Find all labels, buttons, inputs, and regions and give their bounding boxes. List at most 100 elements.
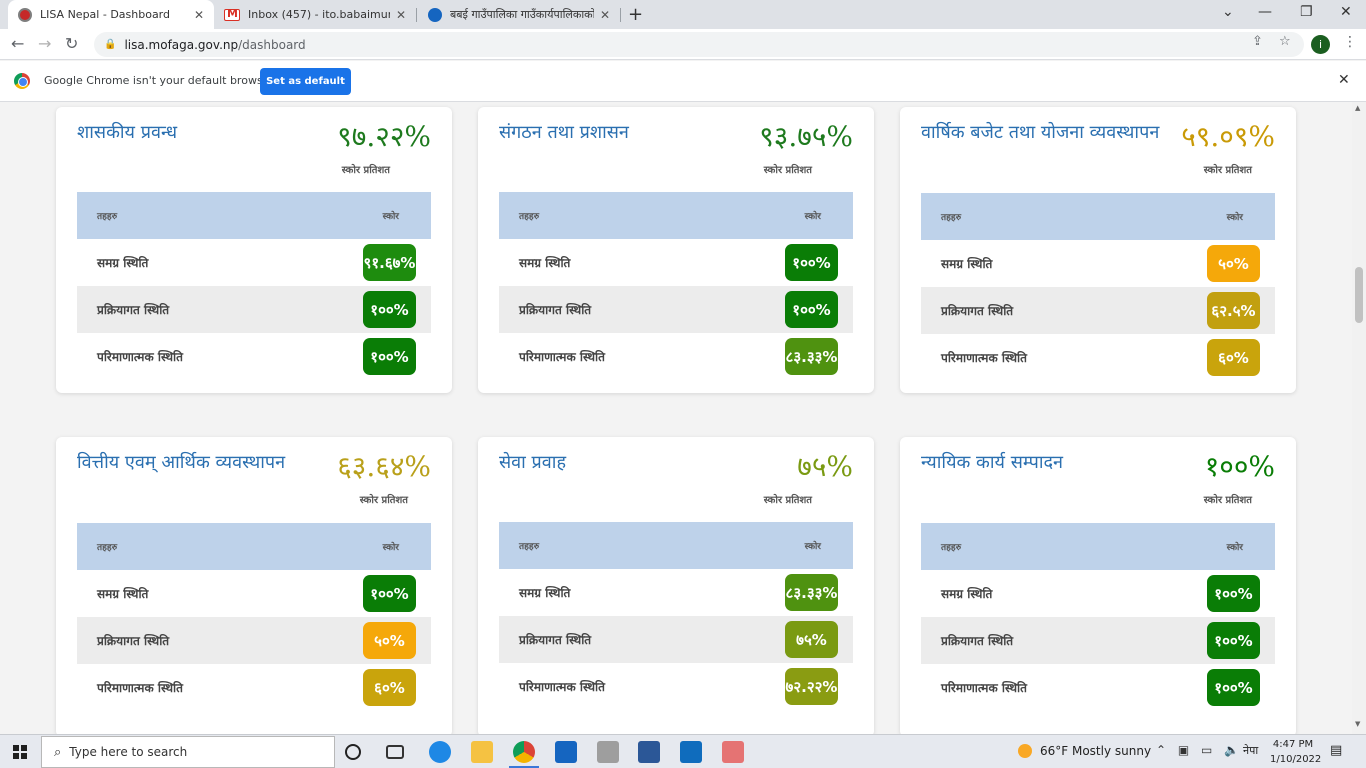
scroll-down-arrow-icon[interactable]: ▼: [1355, 720, 1361, 728]
browser-toolbar: ← → ↻ 🔒 lisa.mofaga.gov.np /dashboard ⇪ …: [0, 29, 1366, 60]
score-badge: १००%: [363, 575, 416, 612]
tab-babai-municipality[interactable]: बबई गाउँपालिका गाउँकार्यपालिकाको ✕: [418, 0, 620, 29]
table-row: समग्र स्थिति ९१.६७%: [77, 239, 431, 286]
score-percent-label: स्कोर प्रतिशत: [341, 165, 390, 176]
row-label: परिमाणात्मक स्थिति: [519, 350, 605, 364]
score-table: तहहरु स्कोर समग्र स्थिति ८३.३३% प्रक्रियागत …: [499, 522, 853, 710]
header-levels: तहहरु: [941, 543, 962, 553]
header-score: स्कोर: [382, 212, 399, 222]
header-levels: तहहरु: [519, 212, 540, 222]
file-explorer-icon[interactable]: [471, 741, 493, 763]
scrollbar-thumb[interactable]: [1355, 267, 1363, 323]
dashboard-page: शासकीय प्रवन्ध ९७.२२% स्कोर प्रतिशत तहहरु स्…: [0, 102, 1352, 734]
card-title: न्यायिक कार्य सम्पादन: [921, 452, 1064, 473]
table-row: परिमाणात्मक स्थिति ८३.३३%: [499, 333, 853, 380]
row-label: समग्र स्थिति: [941, 257, 993, 271]
row-label: परिमाणात्मक स्थिति: [519, 680, 605, 694]
lock-icon: 🔒: [104, 39, 117, 50]
tab-title: Inbox (457) - ito.babaimun@gma: [248, 8, 390, 21]
score-badge: १००%: [1207, 575, 1260, 612]
system-tray-icons[interactable]: ⌃ ▣ ▭ 🔈: [1156, 743, 1244, 757]
score-badge: ६०%: [1207, 339, 1260, 376]
score-badge: १००%: [363, 291, 416, 328]
row-label: समग्र स्थिति: [97, 587, 149, 601]
profile-avatar[interactable]: i: [1311, 35, 1330, 54]
forward-arrow-icon[interactable]: →: [38, 34, 52, 53]
header-levels: तहहरु: [97, 543, 118, 553]
edge-browser-icon[interactable]: [429, 741, 451, 763]
table-row: प्रक्रियागत स्थिति ७५%: [499, 616, 853, 663]
header-score: स्कोर: [804, 542, 821, 552]
table-row: प्रक्रियागत स्थिति १००%: [499, 286, 853, 333]
score-badge: ७२.२२%: [785, 668, 838, 705]
share-icon[interactable]: ⇪: [1252, 34, 1263, 49]
close-icon[interactable]: ✕: [395, 7, 406, 22]
taskbar-clock[interactable]: 4:47 PM 1/10/2022: [1270, 737, 1321, 767]
close-window-icon[interactable]: ✕: [1340, 4, 1352, 20]
scroll-up-arrow-icon[interactable]: ▲: [1355, 104, 1361, 112]
page-scrollbar[interactable]: ▲ ▼: [1352, 102, 1366, 734]
score-badge: ५०%: [1207, 245, 1260, 282]
tab-lisa-dashboard[interactable]: LISA Nepal - Dashboard ✕: [8, 0, 214, 29]
header-score: स्कोर: [1226, 543, 1243, 553]
row-label: समग्र स्थिति: [519, 256, 571, 270]
set-as-default-button[interactable]: Set as default: [260, 68, 351, 95]
tab-gmail-inbox[interactable]: Inbox (457) - ito.babaimun@gma ✕: [214, 0, 416, 29]
reload-icon[interactable]: ↻: [65, 34, 79, 53]
card-title: वार्षिक बजेट तथा योजना व्यवस्थापन: [921, 122, 1160, 143]
word-icon[interactable]: [638, 741, 660, 763]
bookmark-star-icon[interactable]: ☆: [1279, 34, 1291, 49]
close-icon[interactable]: ✕: [1338, 72, 1350, 88]
close-icon[interactable]: ✕: [599, 7, 610, 22]
input-language[interactable]: नेपा: [1243, 744, 1259, 757]
chrome-taskbar-icon[interactable]: [513, 741, 535, 763]
search-icon: ⌕: [54, 744, 62, 760]
table-row: समग्र स्थिति १००%: [921, 570, 1275, 617]
score-card: वित्तीय एवम् आर्थिक व्यवस्थापन ६३.६४% स्को…: [56, 437, 452, 734]
search-placeholder: Type here to search: [69, 745, 188, 759]
score-table: तहहरु स्कोर समग्र स्थिति १००% प्रक्रियागत स्…: [921, 523, 1275, 711]
score-badge: ८३.३३%: [785, 574, 838, 611]
back-arrow-icon[interactable]: ←: [11, 34, 25, 53]
lisa-favicon-icon: [18, 7, 32, 22]
score-table: तहहरु स्कोर समग्र स्थिति १००% प्रक्रियागत स्…: [77, 523, 431, 711]
printer-app-icon[interactable]: [597, 741, 619, 763]
windows-start-icon[interactable]: [13, 745, 27, 759]
weather-widget[interactable]: 66°F Mostly sunny: [1018, 744, 1151, 758]
url-path: /dashboard: [238, 37, 306, 52]
pdf-app-icon[interactable]: [722, 741, 744, 763]
close-icon[interactable]: ✕: [193, 7, 204, 22]
table-row: प्रक्रियागत स्थिति १००%: [77, 286, 431, 333]
address-bar[interactable]: 🔒 lisa.mofaga.gov.np /dashboard: [94, 32, 1304, 57]
chevron-down-icon[interactable]: ⌄: [1222, 4, 1234, 20]
notification-icon[interactable]: ▤: [1330, 743, 1343, 758]
header-levels: तहहरु: [519, 542, 540, 552]
url-host: lisa.mofaga.gov.np: [124, 37, 239, 52]
score-badge: ६२.५%: [1207, 292, 1260, 329]
task-view-circle-icon[interactable]: [345, 744, 361, 760]
new-tab-plus-icon[interactable]: +: [628, 4, 644, 25]
restore-icon[interactable]: ❐: [1300, 4, 1313, 20]
task-view-icon[interactable]: [386, 745, 404, 759]
more-menu-icon[interactable]: ⋮: [1343, 34, 1357, 50]
score-badge: ९१.६७%: [363, 244, 416, 281]
table-row: परिमाणात्मक स्थिति १००%: [77, 333, 431, 380]
windows-taskbar: ⌕ Type here to search 66°F Mostly sunny …: [0, 734, 1366, 768]
sun-icon: [1018, 744, 1032, 758]
score-badge: ८३.३३%: [785, 338, 838, 375]
microsoft-store-icon[interactable]: [555, 741, 577, 763]
header-score: स्कोर: [1226, 213, 1243, 223]
score-percent-label: स्कोर प्रतिशत: [763, 495, 812, 506]
card-score-percent: १००%: [1204, 450, 1275, 483]
score-badge: १००%: [785, 291, 838, 328]
taskbar-search-input[interactable]: ⌕ Type here to search: [41, 736, 335, 768]
score-percent-label: स्कोर प्रतिशत: [359, 495, 408, 506]
card-title: वित्तीय एवम् आर्थिक व्यवस्थापन: [77, 452, 286, 473]
mail-icon[interactable]: [680, 741, 702, 763]
tab-strip: LISA Nepal - Dashboard ✕ Inbox (457) - i…: [0, 0, 1366, 29]
default-browser-infobar: Google Chrome isn't your default browser…: [0, 61, 1366, 102]
minimize-icon[interactable]: —: [1258, 4, 1272, 20]
card-score-percent: ९७.२२%: [337, 120, 431, 153]
table-row: प्रक्रियागत स्थिति ६२.५%: [921, 287, 1275, 334]
tab-title: LISA Nepal - Dashboard: [40, 8, 170, 21]
